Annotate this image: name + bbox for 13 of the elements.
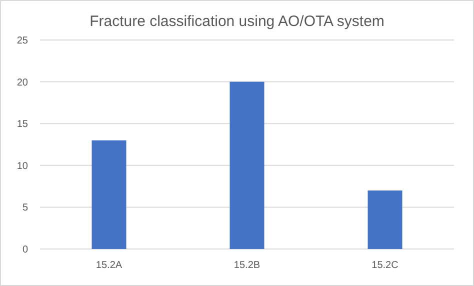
- x-tick-label: 15.2C: [372, 260, 398, 271]
- y-tick-label: 5: [22, 202, 28, 214]
- y-tick-label: 10: [16, 160, 28, 172]
- bar: [230, 82, 264, 249]
- chart-title: Fracture classification using AO/OTA system: [90, 13, 384, 30]
- bar: [92, 140, 126, 249]
- y-tick-label: 0: [22, 244, 28, 256]
- x-tick-label: 15.2A: [96, 260, 122, 271]
- x-tick-label: 15.2B: [234, 260, 260, 271]
- bar: [368, 190, 402, 249]
- y-tick-label: 20: [16, 77, 28, 88]
- y-tick-label: 25: [16, 36, 28, 46]
- y-tick-label: 15: [16, 119, 28, 130]
